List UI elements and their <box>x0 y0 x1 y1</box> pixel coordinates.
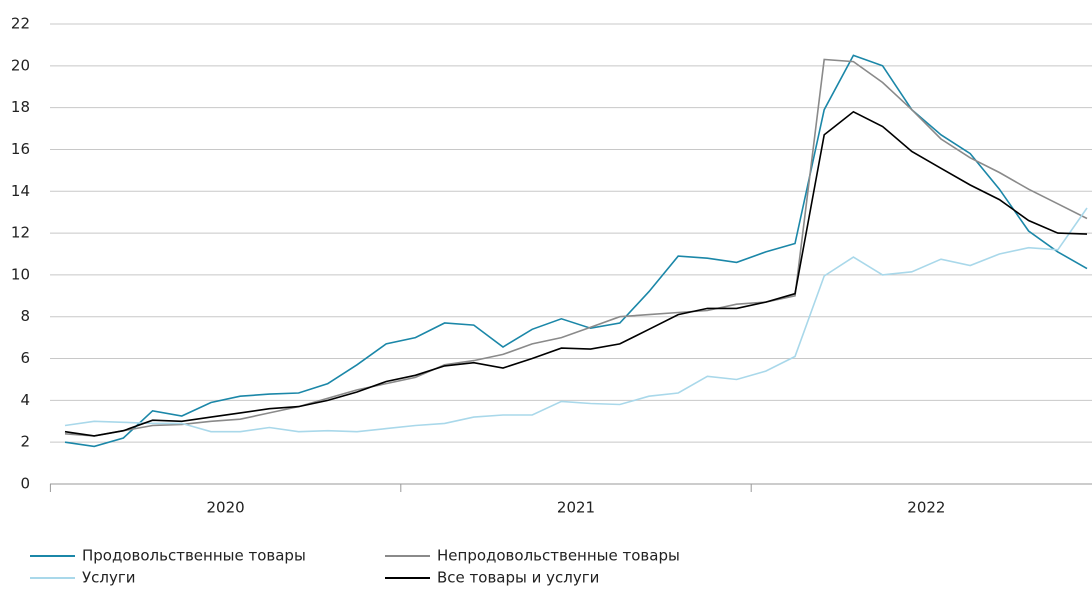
y-tick-label: 10 <box>11 265 30 283</box>
y-tick-label: 20 <box>11 56 30 74</box>
x-group-label: 2022 <box>907 499 945 517</box>
y-tick-label: 22 <box>11 15 30 33</box>
y-tick-label: 2 <box>20 433 30 451</box>
y-tick-label: 4 <box>20 391 30 409</box>
series-line <box>64 58 1088 437</box>
legend-label: Продовольственные товары <box>82 547 306 565</box>
series-line <box>64 207 1088 433</box>
legend-label: Непродовольственные товары <box>437 547 680 565</box>
y-tick-label: 12 <box>11 224 30 242</box>
y-tick-label: 18 <box>11 98 30 116</box>
x-group-label: 2020 <box>207 499 245 517</box>
legend-label: Услуги <box>82 569 135 587</box>
x-group-label: 2021 <box>557 499 595 517</box>
y-tick-label: 14 <box>11 182 30 200</box>
series-line <box>64 54 1088 448</box>
y-tick-label: 16 <box>11 140 30 158</box>
series-line <box>64 110 1088 437</box>
y-tick-label: 0 <box>20 475 30 493</box>
y-tick-label: 6 <box>20 349 30 367</box>
legend-label: Все товары и услуги <box>437 569 599 587</box>
y-tick-label: 8 <box>20 307 30 325</box>
